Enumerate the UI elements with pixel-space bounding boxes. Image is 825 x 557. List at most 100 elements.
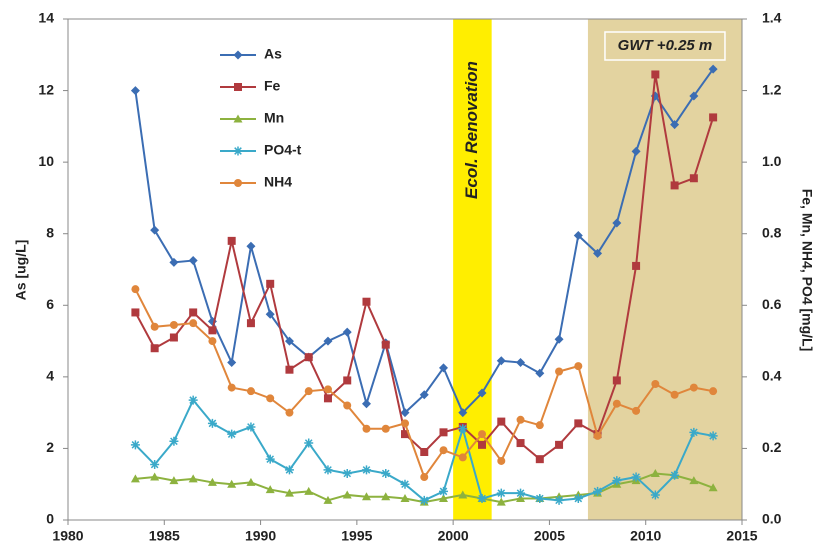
marker [362, 297, 371, 306]
y2-tick-label: 0.2 [762, 439, 782, 455]
marker [612, 218, 622, 228]
y2-tick-label: 0.6 [762, 296, 782, 312]
y-tick-label: 2 [46, 439, 54, 455]
legend-marker [234, 83, 242, 91]
y-tick-label: 8 [46, 224, 54, 240]
marker [400, 408, 410, 418]
marker [227, 429, 237, 439]
marker [150, 322, 159, 331]
x-tick-label: 1985 [149, 528, 180, 544]
marker [265, 454, 275, 464]
marker [169, 436, 179, 446]
marker [439, 363, 449, 373]
marker [284, 465, 294, 475]
marker [284, 336, 294, 346]
marker [458, 424, 468, 434]
y-tick-label: 10 [38, 153, 54, 169]
x-tick-label: 1990 [245, 528, 276, 544]
marker [419, 495, 429, 505]
marker [169, 476, 179, 485]
marker [708, 431, 718, 441]
marker [670, 390, 679, 399]
marker [131, 308, 140, 317]
marker [150, 460, 160, 470]
marker [496, 356, 506, 366]
marker [169, 257, 179, 267]
marker [554, 495, 564, 505]
marker [323, 394, 332, 403]
marker [150, 344, 159, 353]
marker [381, 340, 390, 349]
x-tick-label: 2015 [726, 528, 757, 544]
marker [631, 472, 641, 482]
marker [497, 456, 506, 465]
marker [631, 146, 641, 156]
marker [593, 431, 602, 440]
marker [246, 477, 256, 486]
marker [361, 465, 371, 475]
marker [188, 256, 198, 266]
marker [420, 448, 429, 457]
legend-label: PO4-t [264, 142, 302, 158]
marker [651, 380, 660, 389]
marker [535, 368, 545, 378]
marker [207, 477, 217, 486]
marker [496, 497, 506, 506]
marker [477, 494, 487, 504]
marker [632, 406, 641, 415]
marker [381, 424, 390, 433]
marker [535, 421, 544, 430]
y2-tick-label: 0.0 [762, 511, 782, 527]
marker [554, 334, 564, 344]
marker [362, 424, 371, 433]
y-tick-label: 6 [46, 296, 54, 312]
marker [439, 486, 449, 496]
marker [304, 486, 314, 495]
marker [612, 476, 622, 486]
marker [227, 383, 236, 392]
marker [555, 440, 564, 449]
legend-marker [234, 179, 242, 187]
marker [361, 492, 371, 501]
marker [420, 473, 429, 482]
marker [612, 376, 621, 385]
marker [400, 494, 410, 503]
band [587, 19, 742, 520]
marker [555, 367, 564, 376]
marker [246, 319, 255, 328]
x-tick-label: 1980 [52, 528, 83, 544]
legend-marker [233, 114, 243, 123]
marker [477, 388, 487, 398]
marker [246, 241, 256, 251]
marker [323, 385, 332, 394]
marker [342, 468, 352, 478]
marker [284, 488, 294, 497]
marker [208, 326, 217, 335]
marker [342, 490, 352, 499]
y2-axis-label: Fe, Mn, NH4, PO4 [mg/L] [799, 189, 815, 352]
marker [478, 440, 487, 449]
legend-label: Mn [264, 110, 284, 126]
marker [670, 120, 680, 130]
y2-tick-label: 0.8 [762, 224, 782, 240]
marker [709, 113, 718, 122]
marker [169, 333, 178, 342]
y-axis-label: As [ug/L] [13, 240, 29, 301]
marker [574, 362, 583, 371]
y-tick-label: 12 [38, 81, 54, 97]
x-tick-label: 1995 [341, 528, 372, 544]
legend-marker [233, 146, 243, 156]
marker [188, 395, 198, 405]
marker [265, 309, 275, 319]
marker [361, 399, 371, 409]
marker [439, 494, 449, 503]
marker [400, 479, 410, 489]
legend-label: Fe [264, 78, 281, 94]
y2-tick-label: 1.2 [762, 81, 782, 97]
marker [709, 387, 718, 396]
marker [130, 440, 140, 450]
marker [169, 320, 178, 329]
marker [516, 415, 525, 424]
marker [458, 408, 468, 418]
